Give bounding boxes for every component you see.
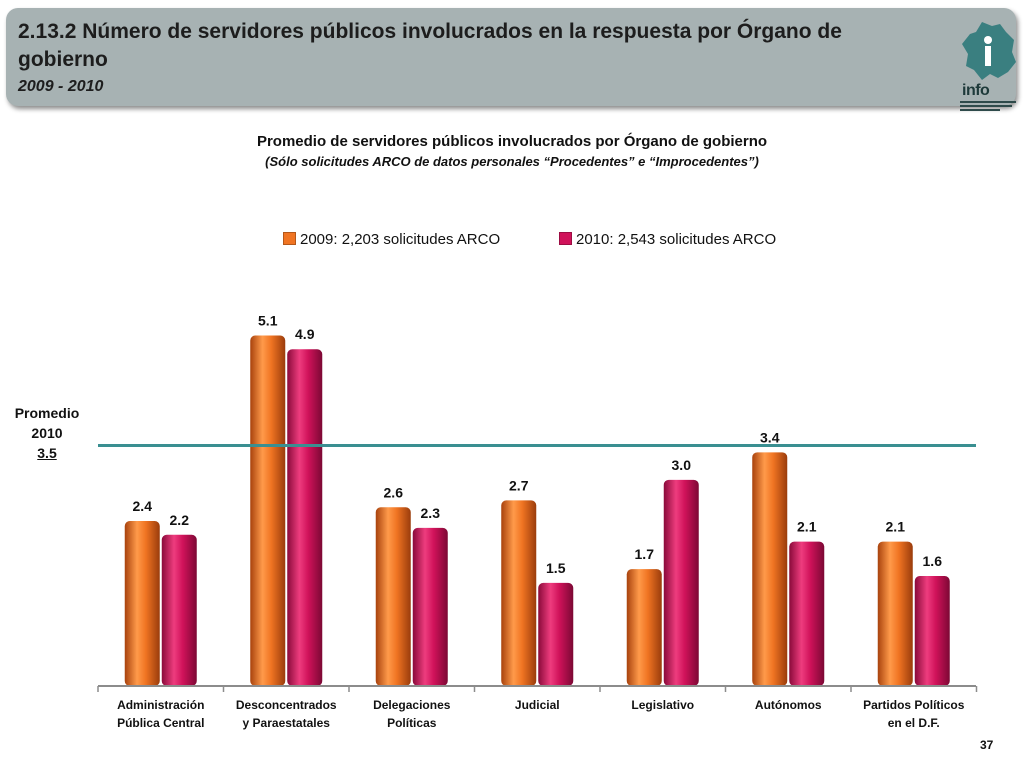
- data-label-2010-5: 2.1: [797, 519, 817, 535]
- bar-2010-5: [789, 541, 825, 686]
- x-tick-label-5: Autónomos: [755, 698, 822, 712]
- legend-item-2009: 2009: 2,203 solicitudes ARCO: [283, 231, 500, 248]
- bar-2009-0: [124, 521, 160, 686]
- bar-2009-1: [250, 335, 286, 686]
- mexico-city-map-icon: [962, 22, 1016, 80]
- x-tick-label-3: Judicial: [515, 698, 560, 712]
- logo-wordmark: info: [962, 82, 990, 99]
- data-label-2010-2: 2.3: [421, 505, 441, 521]
- logo-tagline-icon: [960, 101, 1016, 111]
- bar-2009-6: [877, 541, 913, 686]
- bar-2010-3: [538, 582, 574, 686]
- bar-2009-4: [626, 569, 662, 686]
- legend-swatch-2010: [559, 232, 572, 245]
- data-label-2009-6: 2.1: [886, 519, 906, 535]
- chart-title: Promedio de servidores públicos involucr…: [256, 133, 768, 150]
- page-subtitle-years: 2009 - 2010: [18, 78, 104, 95]
- average-value: 3.5: [37, 445, 57, 461]
- legend-swatch-2009: [283, 232, 296, 245]
- average-label-line2: 2010: [31, 425, 63, 441]
- bar-2010-2: [412, 527, 448, 686]
- data-label-2009-0: 2.4: [133, 498, 153, 514]
- data-label-2009-1: 5.1: [258, 312, 278, 328]
- data-label-2009-5: 3.4: [760, 429, 780, 445]
- title-banner: 2.13.2 Número de servidores públicos inv…: [6, 8, 1016, 111]
- x-tick-label-2: Delegaciones Políticas: [373, 698, 451, 730]
- x-tick-label-1: Desconcentrados y Paraestatales: [236, 698, 337, 730]
- data-label-2010-6: 1.6: [923, 553, 943, 569]
- data-label-2010-3: 1.5: [546, 560, 566, 576]
- page-title: 2.13.2 Número de servidores públicos inv…: [18, 20, 842, 71]
- page-number: 37: [980, 738, 994, 752]
- x-tick-label-0: Administración Pública Central: [117, 698, 204, 730]
- average-annotation: Promedio 2010 3.5: [4, 403, 90, 463]
- bar-2010-6: [914, 576, 950, 686]
- x-tick-label-4: Legislativo: [631, 698, 694, 712]
- x-tick-label-6: Partidos Políticos en el D.F.: [863, 698, 965, 730]
- bar-2010-4: [663, 479, 699, 686]
- bar-2009-3: [501, 500, 537, 686]
- data-label-2009-4: 1.7: [635, 546, 655, 562]
- data-label-2010-4: 3.0: [672, 457, 692, 473]
- info-df-logo: info: [956, 20, 1020, 111]
- bar-2009-2: [375, 507, 411, 686]
- data-label-2010-0: 2.2: [170, 512, 190, 528]
- legend-item-2010: 2010: 2,543 solicitudes ARCO: [559, 231, 776, 248]
- average-label-line1: Promedio: [14, 405, 80, 421]
- data-label-2010-1: 4.9: [295, 326, 315, 342]
- chart-subtitle: (Sólo solicitudes ARCO de datos personal…: [265, 154, 759, 169]
- bar-2010-0: [161, 534, 197, 686]
- legend-label-2010: 2010: 2,543 solicitudes ARCO: [576, 231, 777, 248]
- chart-legend: 2009: 2,203 solicitudes ARCO 2010: 2,543…: [0, 231, 1024, 251]
- data-label-2009-2: 2.6: [384, 484, 404, 500]
- legend-label-2009: 2009: 2,203 solicitudes ARCO: [300, 231, 501, 248]
- bar-2010-1: [287, 349, 323, 686]
- data-label-2009-3: 2.7: [509, 477, 529, 493]
- bar-2009-5: [752, 452, 788, 686]
